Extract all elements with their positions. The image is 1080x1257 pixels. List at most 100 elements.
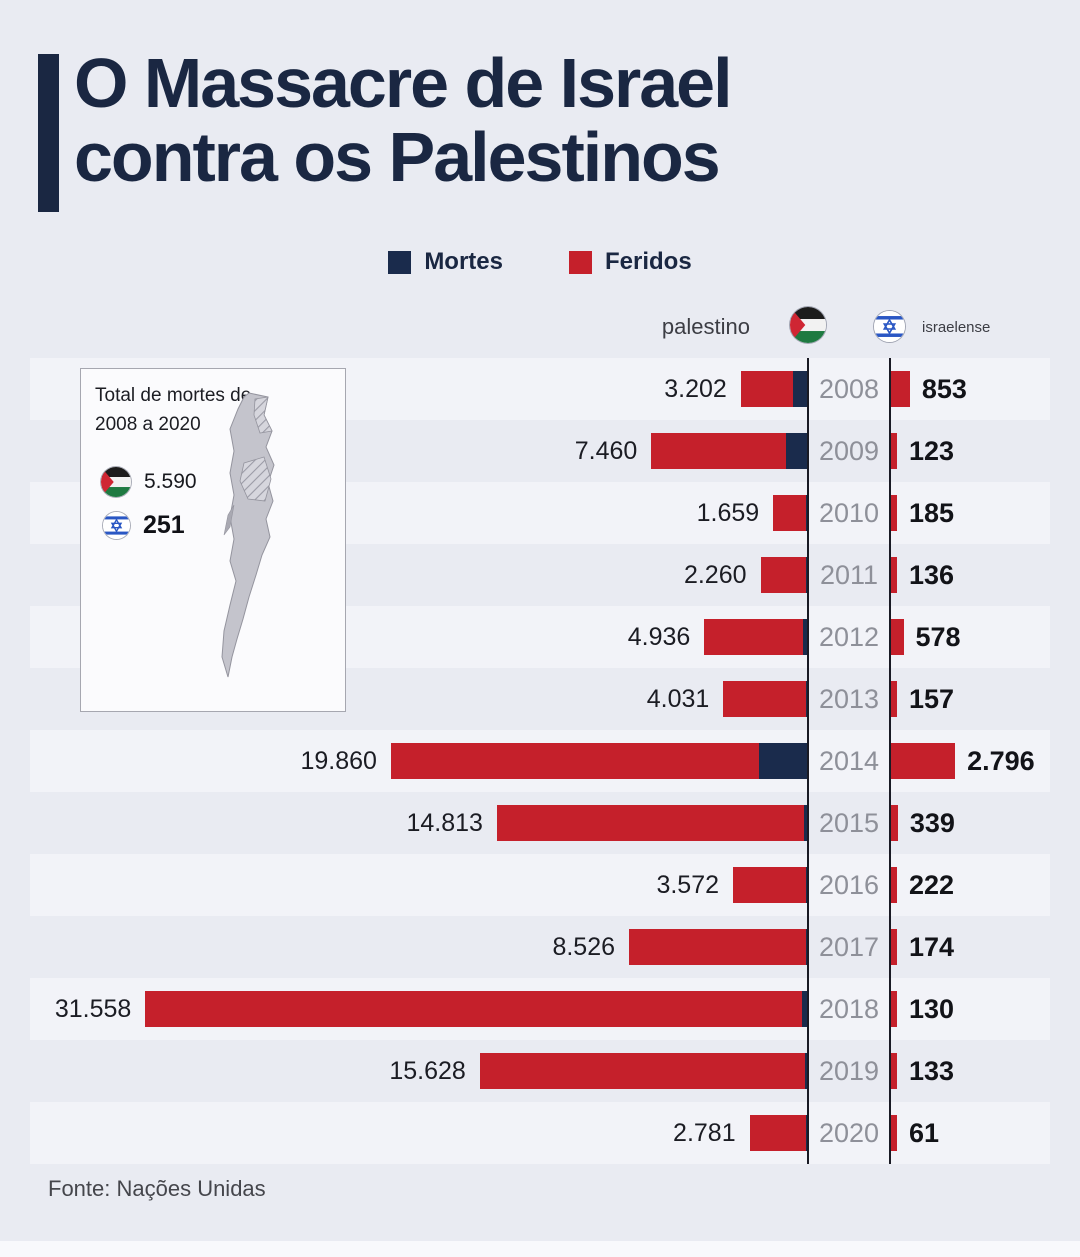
title-accent-bar: [38, 54, 59, 212]
year-label: 2015: [818, 808, 880, 838]
year-label: 2014: [818, 746, 880, 776]
israeli-bar: [890, 371, 910, 407]
chart-row: 2.781 2020 61: [30, 1102, 1050, 1164]
palestinian-injured-bar: [629, 929, 808, 965]
chart-row: 15.628 2019 133: [30, 1040, 1050, 1102]
feridos-swatch-icon: [569, 250, 592, 274]
chart-row: 7.460 2009 123: [30, 420, 1050, 482]
year-label: 2013: [818, 684, 880, 714]
chart-row: 3.572 2016 222: [30, 854, 1050, 916]
chart-rows: 3.202 2008 853 7.460 2009 123 1.659 2010 185 2.26…: [0, 358, 1080, 1164]
palestinian-injured-bar: [749, 1115, 808, 1151]
israeli-value-label: 157: [909, 684, 955, 714]
palestinian-deaths-segment: [785, 433, 808, 469]
left-axis-line: [807, 358, 809, 1164]
palestinian-value-label: 1.659: [696, 499, 760, 527]
palestinian-deaths-segment: [805, 1053, 808, 1089]
year-label: 2016: [818, 870, 880, 900]
legend-label-mortes: Mortes: [424, 248, 503, 275]
palestinian-deaths-segment: [759, 743, 808, 779]
inset-title: Total de mortes de 2008 a 2020: [95, 381, 251, 440]
palestinian-injured-bar: [723, 681, 808, 717]
chart-row: 2.260 2011 136: [30, 544, 1050, 606]
palestinian-deaths-segment: [801, 991, 808, 1027]
page-title: O Massacre de Israel contra os Palestino…: [74, 44, 733, 212]
israeli-value-label: 174: [909, 932, 955, 962]
israeli-value-label: 185: [909, 498, 955, 528]
legend-item-mortes: Mortes: [388, 248, 503, 276]
israel-deaths-total: 251: [143, 511, 185, 539]
palestinian-deaths-segment: [805, 495, 808, 531]
chart-legend: Mortes Feridos: [0, 248, 1080, 276]
israeli-bar: [890, 681, 897, 717]
palestinian-deaths-segment: [802, 619, 808, 655]
bottom-strip: [0, 1241, 1080, 1257]
inset-title-line1: Total de mortes de: [95, 385, 252, 406]
palestinian-deaths-segment: [805, 557, 808, 593]
israeli-bar: [890, 433, 897, 469]
year-label: 2018: [818, 994, 880, 1024]
israeli-bar: [890, 557, 897, 593]
inset-title-line2: 2008 a 2020: [95, 414, 201, 436]
right-axis-line: [889, 358, 891, 1164]
palestinian-value-label: 15.628: [389, 1057, 466, 1085]
israeli-bar: [890, 743, 956, 779]
israel-palestine-map: [221, 392, 275, 678]
israeli-bar: [890, 1115, 897, 1151]
palestinian-deaths-segment: [805, 681, 808, 717]
palestinian-value-label: 14.813: [406, 809, 483, 837]
palestinian-deaths-segment: [793, 371, 808, 407]
legend-label-feridos: Feridos: [605, 248, 692, 275]
year-label: 2010: [818, 498, 880, 528]
palestinian-injured-bar: [704, 619, 808, 655]
page-title-line1: O Massacre de Israel: [74, 44, 733, 122]
israeli-bar: [890, 619, 904, 655]
israeli-value-label: 130: [909, 994, 955, 1024]
palestinian-value-label: 31.558: [54, 995, 132, 1023]
palestinian-deaths-segment: [804, 805, 808, 841]
palestinian-value-label: 4.936: [627, 623, 691, 651]
palestine-deaths-total: 5.590: [144, 470, 197, 493]
palestinian-injured-bar: [740, 371, 808, 407]
year-label: 2017: [818, 932, 880, 962]
palestinian-value-label: 3.572: [656, 871, 719, 899]
palestinian-injured-bar: [390, 743, 808, 779]
legend-item-feridos: Feridos: [569, 248, 692, 276]
palestinian-injured-bar: [496, 805, 808, 841]
israeli-bar: [890, 1053, 897, 1089]
year-label: 2009: [818, 436, 880, 466]
title-block: O Massacre de Israel contra os Palestino…: [38, 44, 733, 212]
israeli-value-label: 339: [909, 808, 955, 838]
israel-flag-icon: [874, 311, 905, 342]
palestinian-value-label: 8.526: [552, 933, 615, 961]
palestine-flag-icon: [101, 467, 131, 497]
palestinian-injured-bar: [760, 557, 808, 593]
inset-israel-total: 251: [103, 511, 185, 540]
palestinian-deaths-segment: [805, 929, 808, 965]
chart-row: 31.558 2018 130: [30, 978, 1050, 1040]
palestinian-value-label: 2.781: [673, 1119, 736, 1147]
israeli-bar: [890, 929, 897, 965]
column-label-israelense: israelense: [922, 319, 991, 336]
bar-chart: 3.202 2008 853 7.460 2009 123 1.659 2010 185 2.26…: [0, 358, 1080, 1164]
year-label: 2020: [818, 1118, 880, 1148]
palestine-flag-icon: [790, 307, 826, 343]
palestinian-injured-bar: [651, 433, 808, 469]
israeli-value-label: 853: [921, 374, 967, 404]
palestinian-value-label: 2.260: [683, 561, 747, 589]
chart-row: 8.526 2017 174: [30, 916, 1050, 978]
palestinian-value-label: 4.031: [646, 685, 710, 713]
palestinian-value-label: 3.202: [664, 375, 727, 403]
palestinian-deaths-segment: [805, 867, 808, 903]
israeli-bar: [890, 495, 897, 531]
totals-inset-box: Total de mortes de 2008 a 2020: [80, 368, 346, 712]
israeli-value-label: 222: [909, 870, 955, 900]
israeli-value-label: 2.796: [967, 746, 1035, 776]
year-label: 2012: [818, 622, 880, 652]
page-title-line2: contra os Palestinos: [74, 118, 721, 197]
palestinian-injured-bar: [733, 867, 808, 903]
mortes-swatch-icon: [388, 250, 412, 274]
israeli-value-label: 61: [909, 1118, 940, 1148]
chart-row: 14.813 2015 339: [30, 792, 1050, 854]
